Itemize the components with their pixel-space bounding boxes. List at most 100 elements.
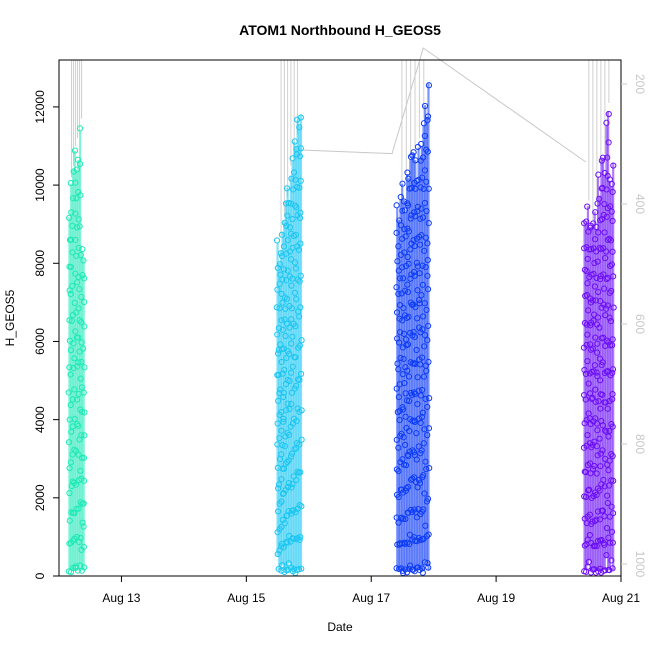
data-point <box>297 114 304 121</box>
data-point <box>297 145 304 152</box>
data-point <box>79 272 86 279</box>
data-point <box>423 532 431 540</box>
overlay-line <box>300 47 587 163</box>
data-point <box>403 569 411 576</box>
data-point <box>81 275 88 282</box>
data-point <box>76 160 84 167</box>
data-point <box>297 370 305 378</box>
data-point <box>610 162 617 169</box>
data-point <box>609 565 616 572</box>
data-point <box>425 564 432 571</box>
data-point <box>393 202 400 209</box>
data-point <box>424 432 431 439</box>
data-point <box>609 217 616 225</box>
data-point <box>424 337 431 344</box>
x-tick-label: Aug 19 <box>477 591 515 605</box>
data-point <box>609 539 616 546</box>
data-point <box>298 337 305 344</box>
data-point <box>425 358 432 365</box>
data-point <box>296 342 303 349</box>
data-point <box>426 395 433 402</box>
data-point <box>424 495 432 502</box>
data-point <box>609 452 616 460</box>
data-point <box>297 240 304 247</box>
data-point <box>609 336 616 343</box>
data-point <box>425 531 432 538</box>
data-point <box>298 565 305 572</box>
data-point <box>80 523 87 530</box>
data-point <box>81 364 88 371</box>
data-point <box>425 220 432 227</box>
data-point <box>80 298 88 306</box>
data-point <box>298 407 305 414</box>
data-point <box>81 409 88 416</box>
data-point <box>424 403 431 411</box>
data-point <box>296 536 303 543</box>
y2-tick-label: 1000 <box>633 551 647 578</box>
data-point <box>298 503 305 510</box>
points-layer <box>65 82 617 577</box>
data-point <box>75 244 82 251</box>
data-point <box>419 569 426 576</box>
data-point <box>605 110 612 118</box>
data-point <box>399 207 406 214</box>
y2-tick-label: 600 <box>633 314 647 334</box>
data-point <box>610 304 617 311</box>
overlay-layer <box>71 47 610 236</box>
data-point <box>297 209 304 216</box>
axes-layer: 0 2000 4000 6000 8000 10000 12000 Aug 13 Aug 15 A… <box>33 59 647 605</box>
data-point <box>609 391 616 398</box>
data-point <box>399 180 406 187</box>
y-tick-label: 12000 <box>33 90 47 124</box>
data-point <box>79 345 87 352</box>
data-point <box>609 366 617 373</box>
data-point <box>298 436 305 443</box>
data-point <box>80 500 87 507</box>
data-point <box>76 125 84 132</box>
data-point <box>81 323 88 330</box>
y-tick-label: 4000 <box>33 406 47 433</box>
data-point <box>598 157 605 164</box>
data-point <box>297 304 304 311</box>
x-tick-label: Aug 17 <box>352 591 390 605</box>
y2-tick-label: 200 <box>633 74 647 94</box>
data-point <box>610 273 617 280</box>
x-tick-label: Aug 21 <box>602 591 640 605</box>
data-point <box>608 261 615 268</box>
data-point <box>590 220 597 227</box>
data-point <box>419 565 426 572</box>
data-point <box>80 543 87 551</box>
data-point <box>424 286 432 293</box>
y2-tick-label: 800 <box>633 434 647 454</box>
data-point <box>605 139 612 146</box>
y-tick-label: 6000 <box>33 328 47 355</box>
data-point <box>80 257 87 264</box>
series-4 <box>580 110 617 576</box>
data-point <box>424 256 431 264</box>
data-point <box>77 192 84 199</box>
y-tick-label: 10000 <box>33 168 47 202</box>
plot-frame <box>58 59 622 577</box>
x-tick-label: Aug 15 <box>227 591 265 605</box>
data-point <box>425 322 432 330</box>
series-2 <box>273 114 305 577</box>
data-point <box>606 566 613 574</box>
data-point <box>80 477 88 484</box>
data-point <box>609 248 616 255</box>
data-point <box>609 423 616 430</box>
data-point <box>296 278 303 285</box>
data-point <box>71 147 79 154</box>
data-point <box>425 425 433 432</box>
data-point <box>602 567 609 574</box>
data-point <box>76 223 83 230</box>
data-point <box>80 454 88 462</box>
data-point <box>273 237 281 244</box>
data-point <box>424 113 432 120</box>
data-point <box>425 185 432 192</box>
y-tick-label: 0 <box>33 572 47 579</box>
data-point <box>80 389 87 396</box>
data-point <box>77 251 84 259</box>
data-point <box>584 203 591 210</box>
y-tick-label: 2000 <box>33 484 47 511</box>
